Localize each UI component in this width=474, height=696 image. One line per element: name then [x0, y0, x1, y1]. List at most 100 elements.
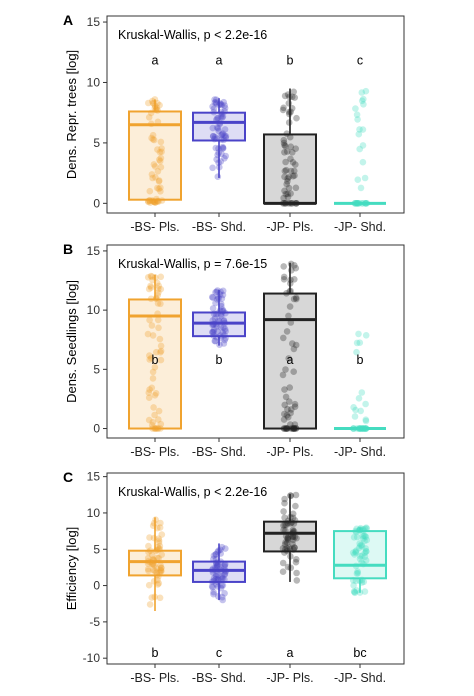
data-point — [361, 174, 369, 182]
data-point — [285, 312, 292, 320]
y-tick-label: 0 — [93, 196, 100, 210]
data-point — [156, 569, 163, 576]
data-point — [212, 289, 219, 296]
data-point — [350, 404, 357, 411]
data-point — [362, 400, 369, 408]
data-point — [287, 513, 294, 521]
data-point — [213, 559, 221, 566]
data-point — [293, 577, 301, 584]
data-point — [145, 198, 152, 206]
data-point — [353, 348, 360, 356]
data-point — [157, 566, 164, 574]
data-point — [359, 425, 367, 432]
data-point — [287, 108, 295, 116]
data-point — [284, 519, 292, 527]
data-point — [281, 499, 288, 507]
data-point — [361, 588, 369, 595]
data-point — [351, 413, 359, 420]
data-point — [150, 557, 158, 565]
data-point — [358, 541, 365, 549]
x-tick-label: -BS- Shd. — [192, 445, 246, 459]
data-point — [358, 200, 366, 207]
data-point — [154, 524, 161, 532]
data-point — [362, 200, 369, 207]
data-point — [154, 99, 161, 107]
data-point — [214, 548, 221, 556]
data-point — [289, 536, 297, 544]
data-point — [351, 200, 359, 207]
data-point — [352, 548, 359, 556]
data-point — [154, 543, 161, 551]
data-point — [148, 197, 156, 205]
data-point — [287, 167, 295, 175]
data-point — [210, 552, 218, 559]
data-point — [155, 282, 163, 290]
box — [192, 111, 246, 142]
data-point — [213, 560, 220, 568]
data-point — [155, 554, 162, 562]
data-point — [353, 111, 361, 118]
data-point — [215, 159, 222, 166]
data-point — [153, 348, 160, 356]
data-point — [290, 425, 298, 432]
data-point — [214, 583, 222, 590]
data-point — [286, 384, 294, 391]
data-point — [352, 549, 360, 556]
data-point — [208, 566, 216, 574]
data-point — [210, 332, 217, 340]
data-point — [152, 547, 160, 555]
data-point — [155, 573, 162, 580]
data-point — [146, 197, 153, 204]
data-point — [211, 96, 218, 103]
data-point — [357, 524, 364, 532]
data-point — [158, 564, 165, 572]
data-point — [280, 508, 287, 515]
data-point — [285, 355, 293, 362]
data-point — [357, 552, 364, 560]
data-point — [218, 131, 226, 138]
data-point — [356, 145, 364, 153]
data-point — [281, 92, 289, 100]
data-point — [286, 133, 294, 141]
data-point — [221, 336, 228, 344]
data-point — [285, 533, 292, 540]
data-point — [209, 294, 217, 301]
data-point — [356, 540, 364, 547]
data-point — [360, 535, 367, 542]
data-point — [149, 197, 156, 204]
data-point — [362, 524, 370, 531]
data-point — [352, 527, 359, 535]
data-point — [221, 104, 229, 112]
data-point — [292, 341, 300, 349]
data-point — [148, 561, 156, 568]
data-point — [281, 173, 288, 181]
data-point — [153, 571, 161, 579]
data-point — [356, 555, 364, 563]
data-point — [358, 543, 366, 550]
data-point — [292, 294, 300, 302]
data-point — [285, 200, 292, 207]
data-point — [353, 525, 360, 533]
data-point — [151, 96, 159, 103]
data-point — [151, 392, 159, 399]
data-point — [209, 103, 216, 110]
data-point — [215, 317, 222, 324]
data-point — [362, 200, 369, 207]
data-point — [213, 296, 221, 303]
data-point — [283, 425, 291, 432]
data-point — [219, 144, 227, 152]
data-point — [157, 273, 165, 281]
data-point — [214, 151, 221, 159]
data-point — [358, 552, 366, 559]
data-point — [362, 533, 370, 541]
x-tick-label: -JP- Pls. — [266, 445, 313, 459]
data-point — [279, 559, 287, 567]
data-point — [281, 541, 289, 548]
data-point — [222, 568, 230, 575]
data-point — [280, 194, 287, 202]
data-point — [209, 320, 217, 328]
data-point — [356, 526, 363, 533]
data-point — [221, 590, 228, 597]
data-point — [216, 566, 223, 573]
data-point — [151, 364, 159, 371]
